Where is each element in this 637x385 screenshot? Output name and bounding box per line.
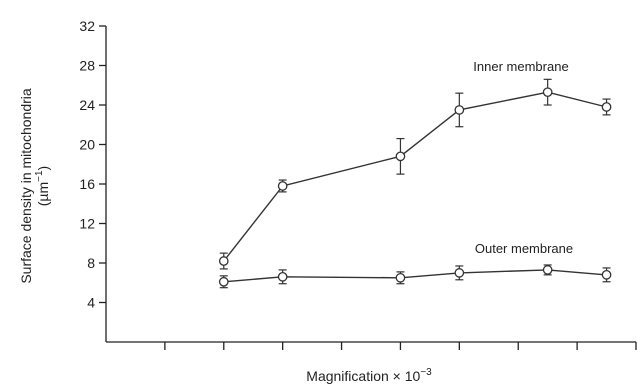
series-line (223, 91, 607, 262)
data-point (601, 102, 612, 112)
y-axis: 4 8 12 16 20 24 28 32 (79, 18, 107, 342)
data-point (218, 256, 229, 266)
series-label-inner-membrane: Inner membrane (473, 59, 568, 74)
series-inner-membrane (218, 78, 612, 270)
y-tick-label: 16 (79, 176, 95, 192)
data-point (277, 271, 288, 282)
series-outer-membrane (218, 264, 612, 289)
data-point (542, 265, 553, 275)
x-axis-title: Magnification × 10−3 (306, 367, 432, 384)
data-point (542, 87, 553, 98)
series-label-outer-membrane: Outer membrane (475, 241, 573, 256)
y-axis-title: Surface density in mitochondria (18, 88, 34, 284)
y-tick-label: 20 (79, 137, 95, 153)
data-point (601, 269, 612, 280)
y-tick-label: 8 (87, 255, 95, 271)
y-tick-label: 4 (87, 295, 95, 311)
y-axis-title-group: Surface density in mitochondria (µm−1) (18, 88, 51, 284)
data-point (395, 272, 406, 283)
data-point (454, 105, 465, 115)
y-tick-label: 28 (79, 58, 95, 74)
y-tick-label: 24 (79, 97, 95, 113)
x-axis (106, 341, 637, 350)
y-tick-label: 32 (79, 18, 95, 34)
data-point (395, 151, 406, 162)
y-tick-label: 12 (79, 216, 95, 232)
data-point (218, 276, 229, 287)
series-line (223, 269, 607, 283)
data-point (454, 268, 465, 278)
y-axis-unit: (µm−1) (34, 166, 51, 206)
series-group (218, 78, 612, 289)
data-point (277, 181, 288, 191)
